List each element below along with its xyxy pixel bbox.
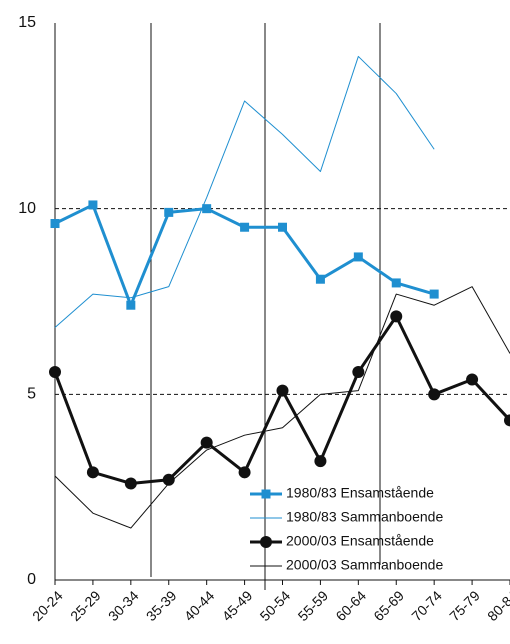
x-tick-label: 60-64 bbox=[332, 587, 369, 624]
marker bbox=[49, 366, 61, 379]
legend-label: 2000/03 Ensamstående bbox=[286, 533, 434, 549]
marker bbox=[314, 455, 327, 468]
marker bbox=[466, 373, 479, 386]
marker bbox=[50, 219, 60, 229]
x-tick-label: 35-39 bbox=[143, 587, 180, 624]
marker bbox=[260, 536, 272, 548]
x-tick-label: 50-54 bbox=[257, 587, 294, 624]
marker bbox=[240, 222, 250, 232]
x-tick-label: 30-34 bbox=[105, 587, 142, 624]
marker bbox=[164, 207, 174, 217]
marker bbox=[352, 366, 365, 379]
marker bbox=[238, 466, 251, 479]
marker bbox=[391, 278, 401, 288]
legend-label: 1980/83 Ensamstående bbox=[286, 485, 434, 501]
series-line bbox=[54, 286, 510, 529]
marker bbox=[429, 289, 439, 299]
x-tick-label: 25-29 bbox=[67, 587, 104, 624]
marker bbox=[261, 489, 271, 499]
y-tick-label: 5 bbox=[27, 386, 36, 403]
y-tick-label: 0 bbox=[27, 571, 36, 588]
marker bbox=[315, 274, 325, 284]
marker bbox=[428, 388, 441, 401]
legend-label: 2000/03 Sammanboende bbox=[286, 557, 443, 573]
x-tick-label: 80-84 bbox=[484, 587, 510, 624]
legend: 1980/83 Ensamstående 1980/83 Sammanboende… bbox=[250, 485, 443, 573]
marker bbox=[353, 252, 363, 262]
marker bbox=[126, 300, 136, 310]
marker bbox=[200, 436, 213, 449]
marker bbox=[278, 222, 287, 232]
x-tick-label: 40-44 bbox=[181, 587, 218, 624]
series-line bbox=[54, 203, 435, 307]
marker bbox=[86, 466, 99, 479]
marker bbox=[202, 204, 212, 214]
x-tick-label: 20-24 bbox=[29, 587, 66, 624]
x-tick-label: 75-79 bbox=[446, 587, 483, 624]
marker bbox=[504, 414, 510, 427]
y-tick-label: 10 bbox=[18, 200, 36, 217]
series-line bbox=[54, 55, 435, 328]
marker bbox=[88, 200, 98, 210]
series-line bbox=[53, 314, 510, 485]
x-tick-label: 55-59 bbox=[295, 587, 332, 624]
x-tick-label: 45-49 bbox=[219, 587, 256, 624]
x-tick-label: 65-69 bbox=[370, 587, 407, 624]
marker bbox=[162, 473, 175, 486]
legend-label: 1980/83 Sammanboende bbox=[286, 509, 443, 525]
x-tick-label: 70-74 bbox=[408, 587, 445, 624]
marker bbox=[390, 310, 403, 323]
y-tick-label: 15 bbox=[18, 14, 36, 31]
marker bbox=[276, 384, 289, 397]
marker bbox=[124, 477, 137, 490]
